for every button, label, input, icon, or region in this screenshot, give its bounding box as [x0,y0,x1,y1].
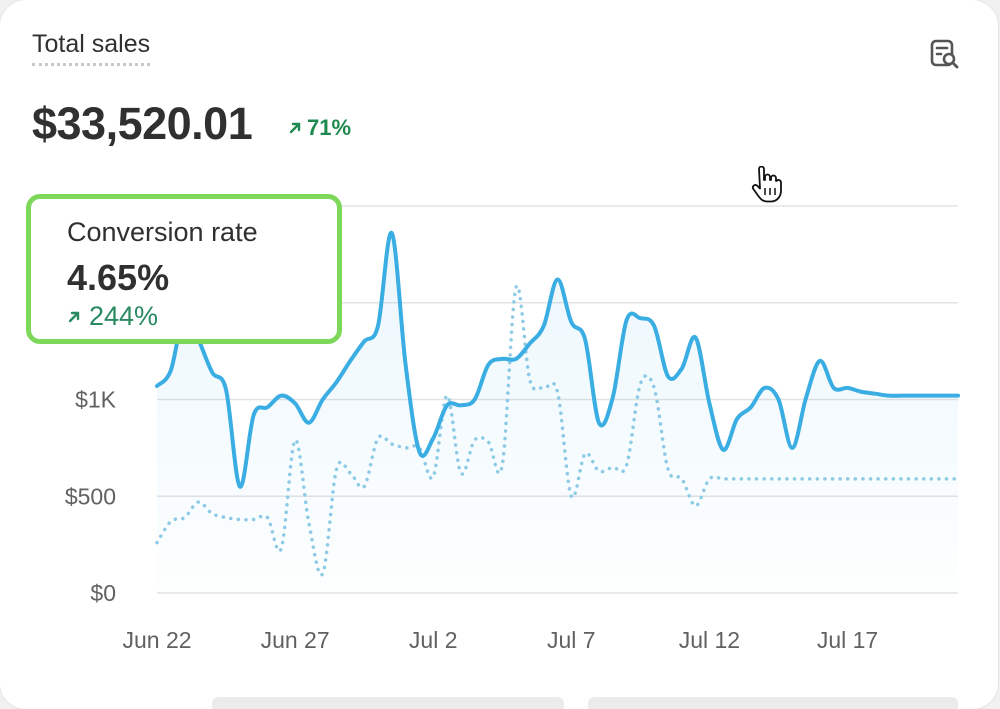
view-report-button[interactable] [924,34,964,74]
y-tick-label: $0 [90,580,116,606]
y-tick-label: $500 [65,483,116,509]
arrow-up-right-icon [68,311,80,322]
x-tick-label: Jul 2 [409,627,458,653]
tooltip-change: 244% [67,301,158,332]
tooltip-change-value: 244% [89,301,159,331]
total-sales-value: $33,520.01 [32,98,253,149]
x-tick-label: Jun 27 [261,627,330,653]
total-change-badge: 71% [288,115,351,141]
y-tick-label: $1K [75,387,117,413]
report-search-icon [930,39,959,69]
current-period-area [157,232,958,593]
x-tick-label: Jul 17 [817,627,878,653]
total-change-value: 71% [307,115,352,140]
tooltip-value: 4.65% [67,257,170,298]
x-tick-label: Jul 7 [547,627,596,653]
x-tick-label: Jul 12 [679,627,740,653]
conversion-rate-tooltip: Conversion rate 4.65% 244% [26,194,342,344]
arrow-up-right-icon [289,122,301,134]
footer-placeholder [588,697,958,709]
hand-pointer-icon [750,165,782,209]
x-tick-label: Jun 22 [122,627,191,653]
tooltip-label: Conversion rate [67,217,258,247]
current-period-line[interactable] [155,231,960,489]
card-title[interactable]: Total sales [32,30,151,66]
footer-placeholder [212,697,564,709]
